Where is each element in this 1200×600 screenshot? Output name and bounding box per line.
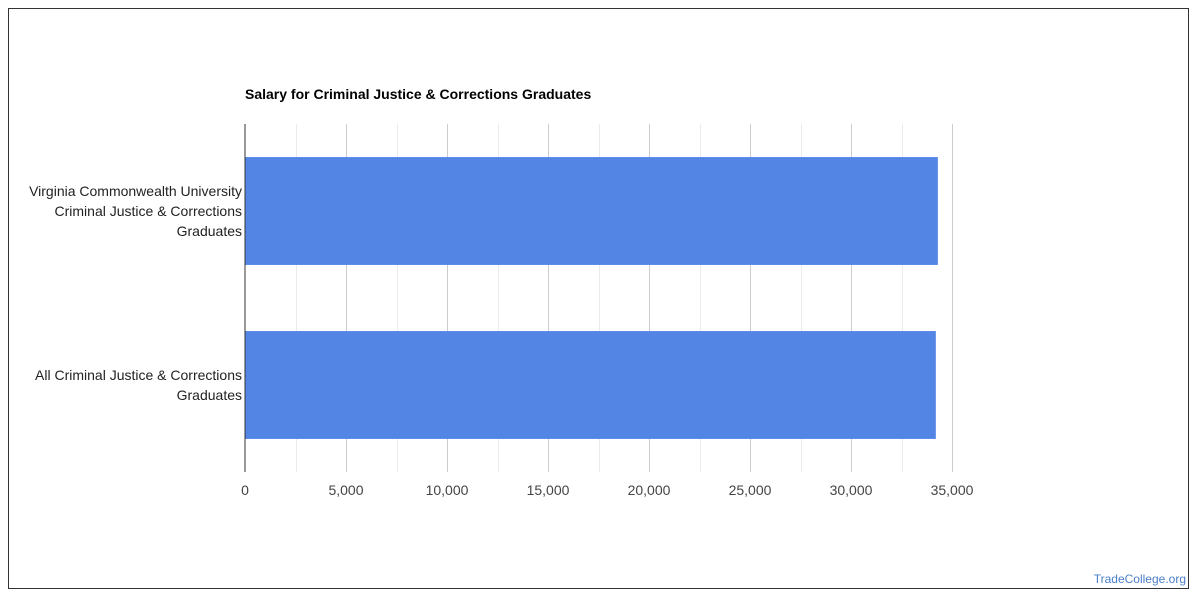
x-tick-label: 0 — [241, 482, 249, 498]
category-label-line: Virginia Commonwealth University — [29, 183, 242, 199]
chart-title: Salary for Criminal Justice & Correction… — [245, 86, 591, 102]
watermark-link[interactable]: TradeCollege.org — [1093, 572, 1186, 586]
category-label: All Criminal Justice & Corrections Gradua… — [35, 367, 242, 403]
x-tick-label: 25,000 — [729, 482, 772, 498]
category-label-line: Criminal Justice & Corrections — [55, 203, 243, 219]
x-tick-label: 10,000 — [426, 482, 469, 498]
category-label: Virginia Commonwealth University Criminal… — [29, 183, 242, 239]
category-label-line: Graduates — [177, 223, 242, 239]
category-label-line: Graduates — [177, 387, 242, 403]
bar[interactable] — [245, 157, 938, 265]
x-tick-label: 30,000 — [830, 482, 873, 498]
chart-frame — [8, 8, 1189, 589]
x-tick-label: 35,000 — [931, 482, 974, 498]
x-tick-labels: 0 5,000 10,000 15,000 20,000 25,000 30,000 35,0… — [241, 482, 974, 498]
x-tick-label: 5,000 — [328, 482, 363, 498]
bar[interactable] — [245, 331, 936, 439]
category-label-line: All Criminal Justice & Corrections — [35, 367, 242, 383]
x-tick-label: 20,000 — [628, 482, 671, 498]
category-labels: Virginia Commonwealth University Criminal… — [29, 183, 242, 403]
bars — [245, 157, 938, 439]
x-tick-label: 15,000 — [527, 482, 570, 498]
